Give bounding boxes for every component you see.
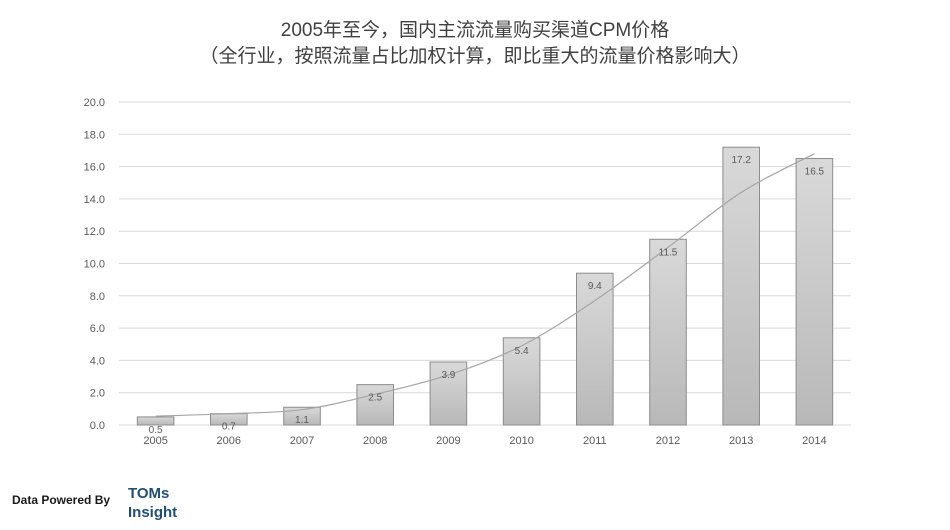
footer-label: Data Powered By — [12, 493, 111, 507]
data-label: 11.5 — [659, 247, 678, 258]
data-label: 5.4 — [515, 346, 529, 357]
y-tick-label: 2.0 — [90, 388, 105, 400]
brand-line-2: Insight — [128, 504, 178, 521]
bar — [136, 416, 175, 426]
x-tick-label: 2012 — [656, 435, 680, 447]
trendline — [155, 153, 815, 417]
y-axis-tick-labels: 0.0 2.0 4.0 6.0 8.0 10.0 12.0 14.0 16.0 18.0 20.0 — [84, 97, 105, 432]
x-tick-label: 2011 — [583, 435, 607, 447]
data-label: 1.1 — [295, 415, 309, 426]
data-labels: 0.5 0.7 1.1 2.5 3.9 5.4 9.4 11.5 17.2 16.5 — [149, 155, 825, 436]
y-tick-label: 16.0 — [84, 162, 105, 174]
data-label: 3.9 — [441, 370, 455, 381]
data-label: 2.5 — [368, 393, 382, 404]
data-label: 16.5 — [805, 167, 825, 178]
y-tick-label: 10.0 — [84, 259, 105, 271]
x-tick-label: 2014 — [802, 435, 826, 447]
x-tick-label: 2010 — [509, 435, 533, 447]
footer: Data Powered By TOMs Insight — [12, 484, 272, 524]
x-tick-label: 2008 — [363, 435, 387, 447]
x-axis-tick-labels: 2005 2006 2007 2008 2009 2010 2011 2012 2013 2014 — [143, 435, 826, 447]
y-tick-label: 18.0 — [84, 129, 105, 141]
x-tick-label: 2007 — [290, 435, 314, 447]
brand-logo: TOMs Insight — [128, 484, 177, 522]
y-tick-label: 8.0 — [90, 291, 105, 303]
bar — [429, 361, 468, 426]
y-tick-label: 20.0 — [84, 97, 105, 109]
x-tick-label: 2009 — [436, 435, 460, 447]
x-tick-label: 2005 — [143, 435, 167, 447]
data-label: 17.2 — [731, 155, 751, 166]
bar — [795, 158, 834, 426]
x-tick-label: 2006 — [217, 435, 241, 447]
chart-title-block: 2005年至今，国内主流流量购买渠道CPM价格 （全行业，按照流量占比加权计算，… — [0, 18, 950, 70]
y-tick-label: 14.0 — [84, 194, 105, 206]
bar — [649, 238, 687, 426]
y-tick-label: 0.0 — [90, 420, 105, 432]
brand-line-1: TOMs — [128, 485, 170, 502]
chart-subtitle: （全行业，按照流量占比加权计算，即比重大的流量价格影响大） — [199, 46, 751, 67]
bar — [722, 146, 761, 426]
data-label: 9.4 — [588, 281, 602, 292]
y-tick-label: 4.0 — [90, 355, 105, 367]
y-tick-label: 6.0 — [90, 323, 105, 335]
trendline-group — [155, 153, 815, 417]
data-label: 0.5 — [149, 425, 163, 436]
data-label: 0.7 — [222, 422, 236, 433]
x-tick-label: 2013 — [729, 435, 753, 447]
bar — [283, 406, 321, 426]
bar — [576, 272, 614, 426]
chart-title: 2005年至今，国内主流流量购买渠道CPM价格 — [280, 20, 670, 41]
y-tick-label: 12.0 — [84, 226, 105, 238]
bars — [136, 146, 834, 426]
